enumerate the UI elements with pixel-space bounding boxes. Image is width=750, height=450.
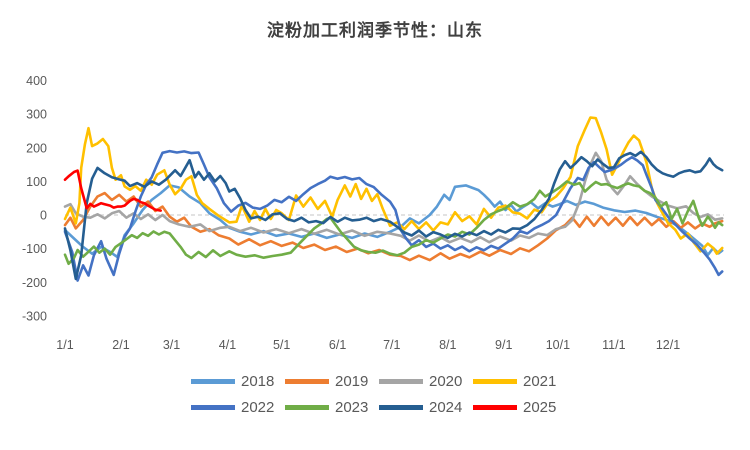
legend-label-2022: 2022 bbox=[241, 399, 275, 416]
legend-label-2021: 2021 bbox=[523, 373, 557, 390]
legend-item-2020: 2020 bbox=[379, 374, 465, 389]
y-axis-tick-label: -100 bbox=[22, 242, 47, 256]
series-line-2020 bbox=[63, 151, 724, 244]
legend-item-2022: 2022 bbox=[191, 400, 277, 415]
y-axis-tick-label: -200 bbox=[22, 276, 47, 290]
legend-swatch-2019 bbox=[285, 379, 329, 384]
legend-label-2018: 2018 bbox=[241, 373, 275, 390]
y-axis-tick-label: 300 bbox=[26, 108, 47, 122]
legend-swatch-2025 bbox=[473, 405, 517, 410]
legend-item-2019: 2019 bbox=[285, 374, 371, 389]
series-line-2019 bbox=[63, 191, 724, 262]
series-line-2021 bbox=[63, 116, 724, 255]
x-axis-tick-label: 12/1 bbox=[656, 338, 680, 352]
y-axis-tick-label: 0 bbox=[40, 209, 47, 223]
x-axis-tick-label: 4/1 bbox=[219, 338, 236, 352]
x-axis-tick-label: 1/1 bbox=[56, 338, 73, 352]
legend-label-2019: 2019 bbox=[335, 373, 369, 390]
legend-item-2025: 2025 bbox=[473, 400, 559, 415]
legend-row: 2018 2019 2020 2021 bbox=[191, 374, 559, 389]
x-axis-tick-label: 7/1 bbox=[383, 338, 400, 352]
series-line-2018 bbox=[63, 184, 724, 259]
legend-row: 2022 2023 2024 2025 bbox=[191, 400, 559, 415]
legend-item-2024: 2024 bbox=[379, 400, 465, 415]
legend-swatch-2020 bbox=[379, 379, 423, 384]
y-axis-tick-label: 400 bbox=[26, 74, 47, 88]
legend-label-2024: 2024 bbox=[429, 399, 463, 416]
series-line-2023 bbox=[63, 180, 724, 266]
y-axis-tick-label: 100 bbox=[26, 175, 47, 189]
legend-swatch-2023 bbox=[285, 405, 329, 410]
legend-label-2025: 2025 bbox=[523, 399, 557, 416]
x-axis-tick-label: 11/1 bbox=[602, 338, 625, 352]
series-line-2025 bbox=[63, 169, 162, 212]
legend: 2018 2019 2020 2021 2022 2023 2024 2025 bbox=[0, 374, 750, 415]
y-axis-tick-label: 200 bbox=[26, 141, 47, 155]
legend-item-2021: 2021 bbox=[473, 374, 559, 389]
legend-swatch-2021 bbox=[473, 379, 517, 384]
x-axis-tick-label: 5/1 bbox=[273, 338, 290, 352]
legend-item-2023: 2023 bbox=[285, 400, 371, 415]
series-line-2024 bbox=[63, 150, 724, 281]
chart-title: 淀粉加工利润季节性：山东 bbox=[267, 21, 483, 40]
legend-swatch-2018 bbox=[191, 379, 235, 384]
legend-swatch-2024 bbox=[379, 405, 423, 410]
x-axis-tick-label: 3/1 bbox=[163, 338, 180, 352]
legend-item-2018: 2018 bbox=[191, 374, 277, 389]
x-axis-tick-label: 2/1 bbox=[112, 338, 129, 352]
y-axis-tick-label: -300 bbox=[22, 309, 47, 323]
x-axis-tick-label: 10/1 bbox=[546, 338, 570, 352]
x-axis-tick-label: 6/1 bbox=[329, 338, 346, 352]
x-axis-tick-label: 9/1 bbox=[495, 338, 512, 352]
legend-label-2020: 2020 bbox=[429, 373, 463, 390]
legend-label-2023: 2023 bbox=[335, 399, 369, 416]
x-axis-tick-label: 8/1 bbox=[439, 338, 456, 352]
legend-swatch-2022 bbox=[191, 405, 235, 410]
